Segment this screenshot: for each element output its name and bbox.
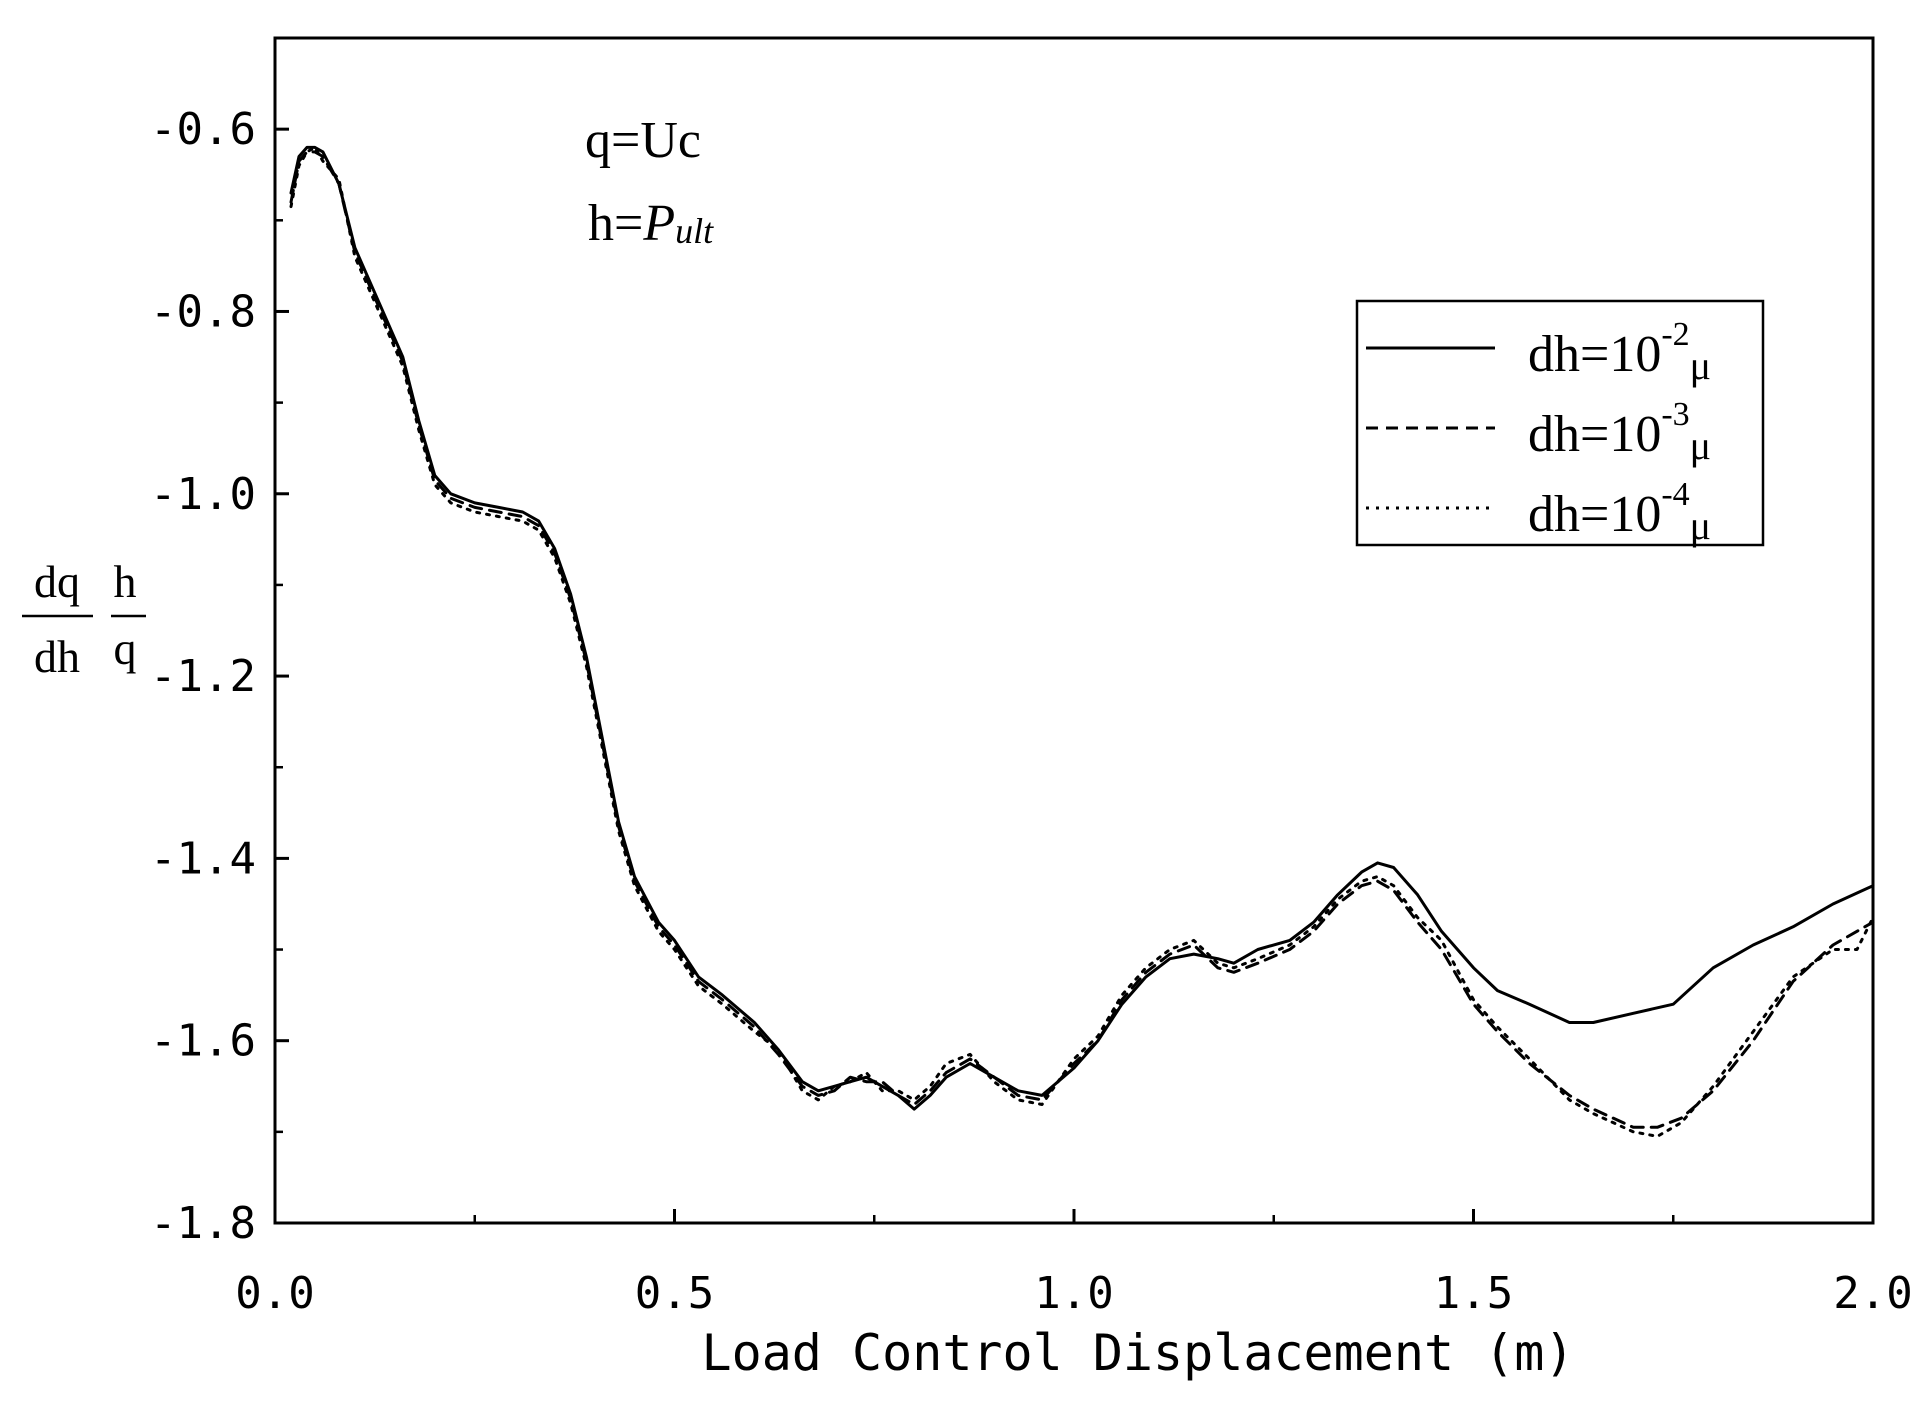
y-label-num1: dq [34,556,80,607]
y-tick-label: -1.4 [150,833,256,884]
x-tick-label: 0.5 [635,1268,714,1319]
y-label-den2: q [114,623,137,674]
x-tick-label: 2.0 [1833,1268,1912,1319]
series-line-dashed [289,150,1875,1129]
x-tick-label: 1.0 [1034,1268,1113,1319]
y-tick-label: -1.0 [150,469,256,520]
y-label-den1: dh [34,631,80,682]
plot-series-group [289,145,1875,1138]
y-label-num2: h [114,556,137,607]
y-tick-label: -1.8 [150,1198,256,1249]
series-line-dotted [289,145,1875,1138]
y-tick-label: -0.8 [150,286,256,337]
x-axis-title: Load Control Displacement (m) [702,1324,1575,1382]
series-line-solid [289,145,1875,1111]
y-tick-label: -0.6 [150,104,256,155]
legend-label-1: dh=10-2μ [1528,316,1711,388]
axis-ticks-group: 0.0 0.5 1.0 1.5 2.0 -1.8 -1.6 -1.4 -1.2 -1.0 -0.8 -… [150,36,1913,1319]
y-tick-label: -1.2 [150,651,256,702]
legend: dh=10-2μ dh=10-3μ dh=10-4μ [1355,299,1765,548]
legend-label-3: dh=10-4μ [1528,476,1711,548]
legend-box [1355,299,1765,547]
annotation-h: h=Pult [588,195,714,252]
legend-label-2: dh=10-3μ [1528,396,1711,468]
annotation-q: q=Uc [585,112,701,169]
x-tick-label: 1.5 [1434,1268,1513,1319]
y-tick-label: -1.6 [150,1016,256,1067]
y-axis-label: dq dh h q [22,556,146,682]
x-tick-label: 0.0 [235,1268,314,1319]
